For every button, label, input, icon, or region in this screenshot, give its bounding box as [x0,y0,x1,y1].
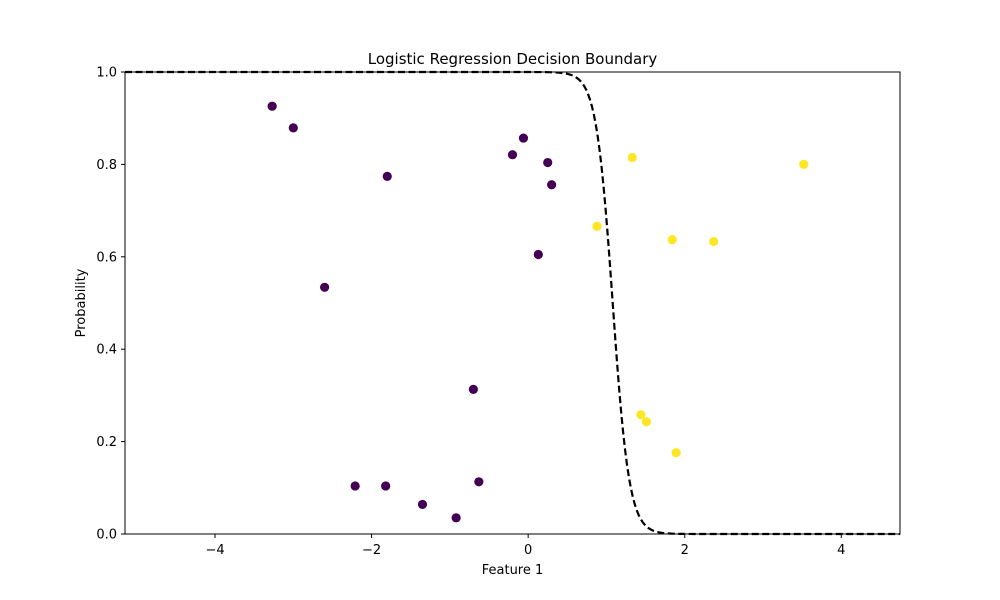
data-point-class-0 [451,513,461,523]
data-point-class-0 [507,150,518,160]
x-tick-label: −2 [362,543,381,558]
data-point-class-0 [381,481,391,491]
data-point-class-1 [636,410,646,420]
data-point-class-0 [518,133,529,143]
data-point-class-0 [474,477,484,487]
data-point-class-0 [320,282,330,292]
data-point-class-0 [533,249,543,260]
data-point-class-1 [641,417,651,427]
data-point-class-0 [547,180,557,190]
y-tick-label: 0.0 [96,528,117,543]
chart-axes: −4 −2 0 2 4 0.0 0.2 0.4 0.6 0.8 1.0 [96,66,845,559]
data-point-class-0 [288,123,298,133]
x-tick-label: 4 [837,543,845,558]
data-point-class-1 [592,221,602,231]
y-tick-label: 0.2 [96,435,117,450]
y-tick-label: 0.6 [96,250,117,265]
data-point-class-0 [543,157,553,168]
data-point-class-1 [799,159,809,169]
plot-frame [124,71,901,535]
y-tick-label: 1.0 [96,66,117,81]
x-tick-label: 2 [681,543,689,558]
x-tick-label: 0 [524,543,532,558]
x-axis-label: Feature 1 [482,563,544,578]
y-tick-label: 0.4 [96,343,117,358]
data-point-class-0 [382,171,392,182]
data-point-class-0 [267,101,277,111]
data-point-class-0 [350,481,360,491]
data-point-class-1 [667,235,677,245]
y-tick-label: 0.8 [96,158,117,173]
y-axis-label: Probability [74,268,89,337]
data-point-class-0 [468,384,478,394]
data-point-class-0 [417,499,428,510]
x-tick-label: −4 [205,543,224,558]
data-point-class-1 [671,448,681,458]
data-point-class-1 [627,152,637,163]
chart-title: Logistic Regression Decision Boundary [368,50,658,68]
data-point-class-1 [709,236,719,247]
